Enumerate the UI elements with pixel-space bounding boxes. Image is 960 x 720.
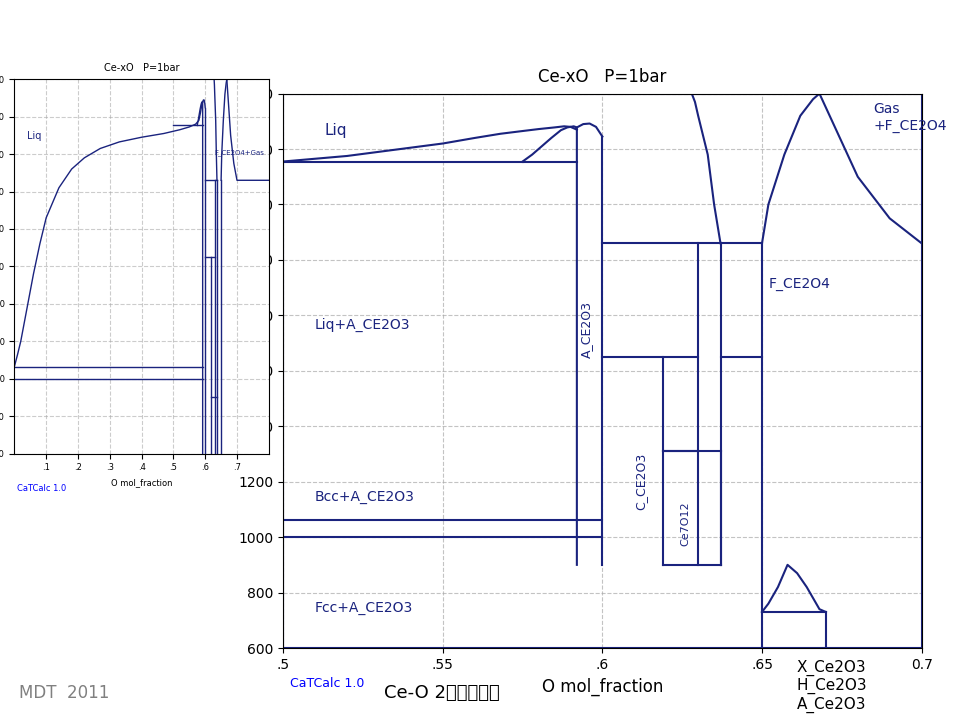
Text: CaTCalc 1.0: CaTCalc 1.0 — [17, 484, 66, 493]
Text: F_CE2O4: F_CE2O4 — [768, 276, 830, 291]
X-axis label: O mol_fraction: O mol_fraction — [541, 678, 663, 696]
Text: Liq+A_CE2O3: Liq+A_CE2O3 — [315, 318, 411, 333]
Y-axis label: T /K: T /K — [215, 355, 232, 387]
Text: Gas
+F_CE2O4: Gas +F_CE2O4 — [874, 102, 948, 132]
Text: C_CE2O3: C_CE2O3 — [635, 453, 647, 510]
Text: Ce-O 2元系状態図: Ce-O 2元系状態図 — [384, 685, 499, 703]
Text: CaTCalc 1.0: CaTCalc 1.0 — [290, 677, 364, 690]
Text: Fcc+A_CE2O3: Fcc+A_CE2O3 — [315, 601, 414, 615]
Text: Liq: Liq — [27, 131, 41, 141]
Text: A_CE2O3: A_CE2O3 — [580, 301, 593, 358]
X-axis label: O mol_fraction: O mol_fraction — [110, 478, 173, 487]
Text: MDT  2011: MDT 2011 — [19, 685, 109, 703]
Title: Ce-xO   P=1bar: Ce-xO P=1bar — [104, 63, 180, 73]
Text: F_CE2O4+Gas: F_CE2O4+Gas — [215, 149, 265, 156]
Title: Ce-xO   P=1bar: Ce-xO P=1bar — [539, 68, 666, 86]
Text: Bcc+A_CE2O3: Bcc+A_CE2O3 — [315, 490, 415, 504]
Text: X_Ce2O3
H_Ce2O3
A_Ce2O3: X_Ce2O3 H_Ce2O3 A_Ce2O3 — [797, 660, 868, 713]
Text: Ce7O12: Ce7O12 — [681, 501, 690, 546]
Text: Liq: Liq — [324, 123, 348, 138]
